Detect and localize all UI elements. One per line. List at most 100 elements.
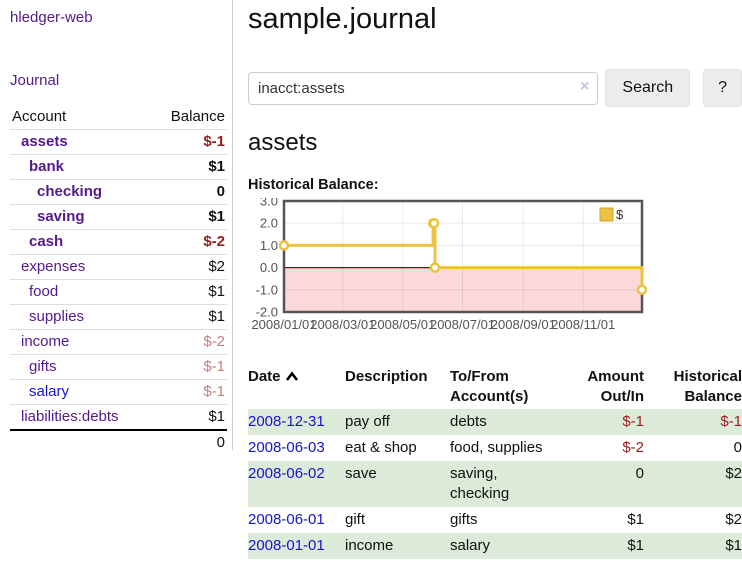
register-column-header-historical: Historical Balance bbox=[644, 365, 742, 409]
transaction-date-cell: 2008-12-31 bbox=[248, 409, 345, 435]
sidebar-account-link[interactable]: cash bbox=[29, 233, 64, 250]
sidebar-account-link[interactable]: saving bbox=[37, 208, 85, 225]
data-point-marker bbox=[278, 240, 290, 251]
data-point-marker bbox=[429, 262, 441, 273]
sidebar-account-link[interactable]: assets bbox=[21, 133, 68, 150]
chart-title: Historical Balance: bbox=[248, 177, 379, 193]
register-column-header-amount: Amount Out/In bbox=[562, 365, 644, 409]
search-row: × Search ? bbox=[248, 69, 742, 107]
accounts-table: Account Balance assets $-1 bank $1 checking 0… bbox=[10, 105, 227, 455]
transaction-description: eat & shop bbox=[345, 439, 417, 456]
app-title-link[interactable]: hledger-web bbox=[10, 9, 93, 26]
x-tick-label: 2008/11/01 bbox=[551, 317, 615, 332]
transaction-accounts: food, supplies bbox=[450, 439, 543, 456]
column-label-line2: Out/In bbox=[600, 388, 644, 405]
sidebar-account-link[interactable]: food bbox=[29, 283, 59, 300]
account-name-cell: income bbox=[10, 329, 153, 355]
account-balance: $-1 bbox=[152, 129, 227, 155]
transaction-date-link[interactable]: 2008-01-01 bbox=[248, 537, 325, 554]
account-balance: $-2 bbox=[152, 229, 227, 255]
register-table: Date Description To/From Account(s) Amount Ou… bbox=[248, 365, 742, 559]
account-balance: $-2 bbox=[152, 329, 227, 355]
account-name-cell: expenses bbox=[10, 254, 153, 280]
search-input[interactable] bbox=[248, 71, 599, 105]
x-tick-label: 2008/07/01 bbox=[430, 317, 495, 332]
transaction-balance: $2 bbox=[725, 511, 742, 528]
legend-swatch-icon bbox=[599, 207, 614, 222]
account-row: liabilities:debts $1 bbox=[10, 404, 227, 430]
total-balance: 0 bbox=[152, 429, 227, 455]
transaction-amount: 0 bbox=[635, 465, 644, 482]
sidebar-account-link[interactable]: liabilities:debts bbox=[21, 408, 119, 425]
y-tick-label: 1.0 bbox=[260, 238, 278, 253]
transaction-amount: $-1 bbox=[622, 413, 644, 430]
negative-region bbox=[284, 267, 642, 312]
sidebar-account-link[interactable]: salary bbox=[29, 383, 70, 400]
transaction-row: 2008-06-01 gift gifts $1 $2 bbox=[248, 507, 742, 533]
historical-balance-chart: $3.0 2.0 1.0 0.0 -1.0 -2.0 2008/01/01 2008/03/0… bbox=[248, 194, 742, 341]
account-balance: $-1 bbox=[152, 354, 227, 380]
sidebar-account-link[interactable]: supplies bbox=[29, 308, 85, 325]
column-label-line2: Account(s) bbox=[450, 388, 529, 405]
account-balance: $-1 bbox=[152, 379, 227, 405]
account-balance: $1 bbox=[152, 154, 227, 180]
account-row: checking 0 bbox=[10, 179, 227, 205]
account-row: assets $-1 bbox=[10, 129, 227, 155]
account-row: gifts $-1 bbox=[10, 354, 227, 380]
transaction-amount: $-2 bbox=[622, 439, 644, 456]
transaction-balance: $-1 bbox=[720, 413, 742, 430]
help-button[interactable]: ? bbox=[703, 69, 742, 107]
account-balance: $1 bbox=[152, 279, 227, 305]
transaction-row: 2008-12-31 pay off debts $-1 $-1 bbox=[248, 409, 742, 435]
transaction-accounts: gifts bbox=[450, 511, 478, 528]
transaction-date-link[interactable]: 2008-06-03 bbox=[248, 439, 325, 456]
y-tick-label: -2.0 bbox=[256, 305, 278, 320]
x-tick-label: 2008/09/01 bbox=[491, 317, 556, 332]
account-row: bank $1 bbox=[10, 154, 227, 180]
transaction-date-cell: 2008-06-01 bbox=[248, 507, 345, 533]
sidebar-account-link[interactable]: checking bbox=[37, 183, 103, 200]
plot-border bbox=[282, 199, 644, 314]
sidebar-account-link[interactable]: gifts bbox=[29, 358, 57, 375]
x-tick-label: 2008/03/01 bbox=[310, 317, 375, 332]
accounts-total-row: 0 bbox=[10, 429, 227, 455]
account-row: saving $1 bbox=[10, 204, 227, 230]
transaction-amount: $1 bbox=[627, 537, 644, 554]
transaction-date-link[interactable]: 2008-06-02 bbox=[248, 465, 325, 482]
account-balance: $1 bbox=[152, 304, 227, 330]
transaction-date-cell: 2008-06-02 bbox=[248, 461, 345, 507]
account-name-cell: saving bbox=[10, 204, 153, 230]
transaction-date-cell: 2008-01-01 bbox=[248, 533, 345, 559]
transaction-accounts: salary bbox=[450, 537, 491, 554]
data-point-marker bbox=[428, 217, 440, 229]
clear-search-icon[interactable]: × bbox=[580, 77, 590, 95]
column-label-line2: Balance bbox=[684, 388, 742, 405]
sort-ascending-icon bbox=[285, 371, 298, 381]
transaction-date-link[interactable]: 2008-06-01 bbox=[248, 511, 325, 528]
column-label: To/From bbox=[450, 368, 509, 385]
transaction-row: 2008-06-02 save saving, checking 0 $2 bbox=[248, 461, 742, 507]
transaction-accounts: saving, checking bbox=[450, 465, 510, 502]
transaction-description: gift bbox=[345, 511, 366, 528]
sidebar-account-link[interactable]: bank bbox=[29, 158, 65, 175]
transaction-description: save bbox=[345, 465, 377, 482]
account-name-cell: food bbox=[10, 279, 153, 305]
sidebar-item-journal[interactable]: Journal bbox=[10, 72, 60, 89]
accounts-header-row: Account Balance bbox=[10, 105, 227, 130]
y-tick-label: 0.0 bbox=[260, 260, 278, 275]
transaction-description: pay off bbox=[345, 413, 390, 430]
page-title: sample.journal bbox=[248, 3, 437, 35]
x-tick-label: 2008/01/01 bbox=[251, 317, 316, 332]
register-column-header-date[interactable]: Date bbox=[248, 365, 345, 409]
sidebar-account-link[interactable]: expenses bbox=[21, 258, 86, 275]
register-column-header-tofrom: To/From Account(s) bbox=[450, 365, 562, 409]
search-button[interactable]: Search bbox=[605, 69, 691, 107]
account-row: cash $-2 bbox=[10, 229, 227, 255]
transaction-date-link[interactable]: 2008-12-31 bbox=[248, 413, 325, 430]
y-tick-label: 3.0 bbox=[260, 198, 278, 209]
column-label: Date bbox=[248, 368, 281, 385]
x-tick-label: 2008/05/01 bbox=[370, 317, 435, 332]
sidebar-account-link[interactable]: income bbox=[21, 333, 70, 350]
transaction-amount: $1 bbox=[627, 511, 644, 528]
